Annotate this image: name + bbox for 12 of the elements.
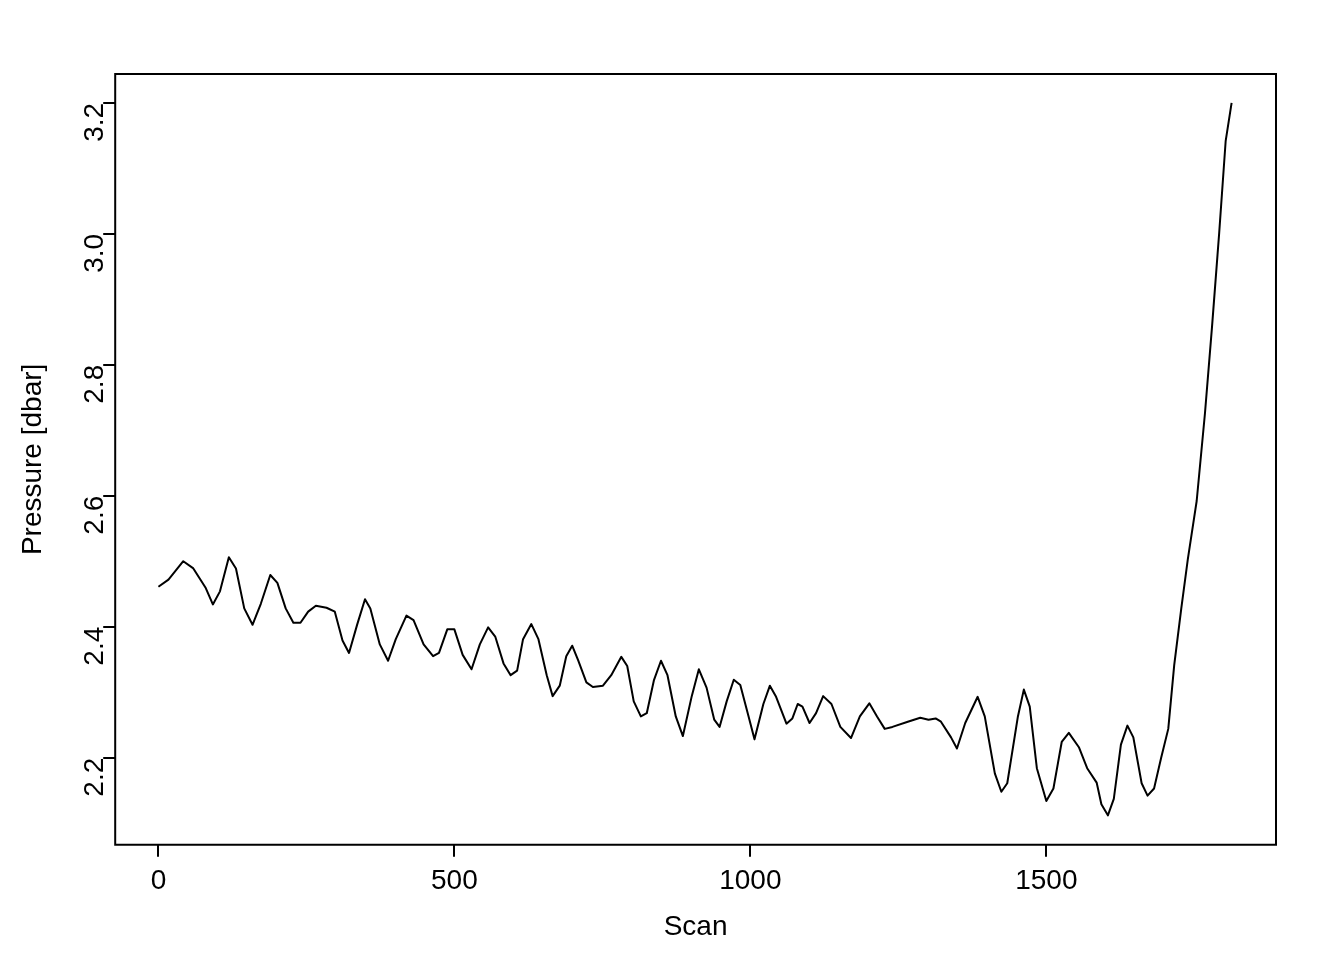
- y-tick-label: 2.4: [77, 626, 109, 666]
- x-tick-label: 1000: [719, 864, 782, 896]
- x-axis-title: Scan: [663, 909, 728, 941]
- x-tick-label: 0: [150, 864, 167, 896]
- y-axis-title: Pressure [dbar]: [15, 363, 47, 556]
- y-tick-label: 3.2: [77, 102, 109, 142]
- x-tick-label: 500: [431, 864, 478, 896]
- y-tick-label: 2.6: [77, 495, 109, 535]
- x-tick-label: 1500: [1015, 864, 1078, 896]
- y-tick-label: 2.2: [77, 757, 109, 797]
- y-tick-label: 2.8: [77, 364, 109, 404]
- y-tick-label: 3.0: [77, 233, 109, 273]
